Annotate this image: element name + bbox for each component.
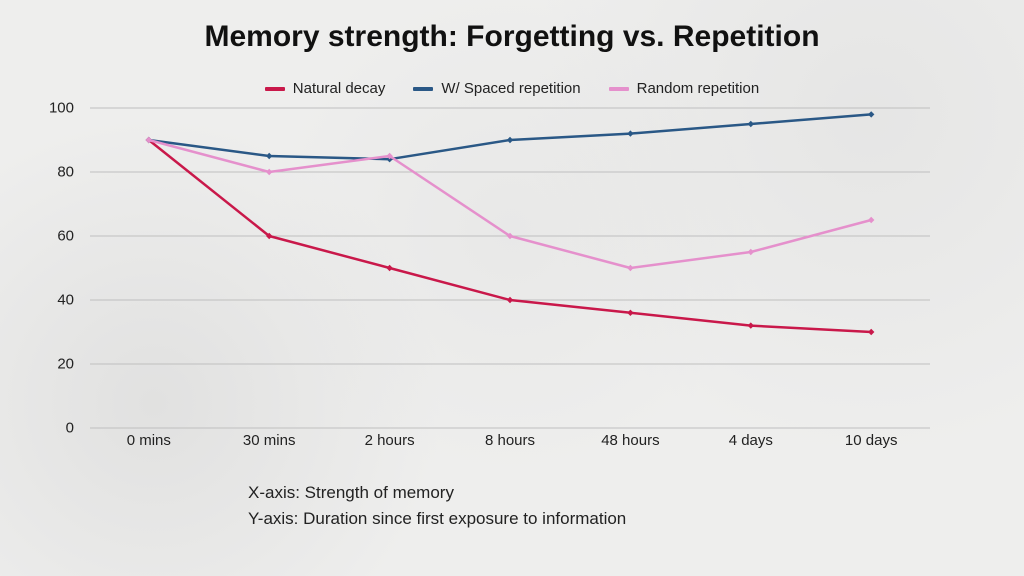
axis-note-y: Y-axis: Duration since first exposure to… xyxy=(248,506,626,532)
y-tick-label: 20 xyxy=(34,356,74,373)
x-tick-label: 30 mins xyxy=(243,432,296,449)
y-tick-label: 100 xyxy=(34,100,74,117)
axis-note-x: X-axis: Strength of memory xyxy=(248,480,626,506)
x-tick-label: 8 hours xyxy=(485,432,535,449)
x-tick-label: 0 mins xyxy=(127,432,171,449)
chart-area: 020406080100 0 mins30 mins2 hours8 hours… xyxy=(90,108,930,428)
series-line-random-repetition xyxy=(149,140,871,268)
legend-label: W/ Spaced repetition xyxy=(441,80,580,97)
series-marker-random-repetition xyxy=(627,265,633,271)
page: Memory strength: Forgetting vs. Repetiti… xyxy=(0,0,1024,576)
series-marker-random-repetition xyxy=(868,217,874,223)
legend-swatch-icon xyxy=(265,87,285,91)
x-tick-label: 48 hours xyxy=(601,432,659,449)
legend-item-natural-decay: Natural decay xyxy=(265,80,386,97)
line-chart-svg xyxy=(90,108,930,428)
y-tick-label: 60 xyxy=(34,228,74,245)
legend-swatch-icon xyxy=(609,87,629,91)
series-marker-spaced-repetition xyxy=(507,137,513,143)
series-marker-spaced-repetition xyxy=(627,130,633,136)
y-tick-label: 80 xyxy=(34,164,74,181)
series-marker-spaced-repetition xyxy=(266,153,272,159)
series-marker-natural-decay xyxy=(386,265,392,271)
x-tick-label: 2 hours xyxy=(365,432,415,449)
series-marker-natural-decay xyxy=(627,310,633,316)
series-marker-spaced-repetition xyxy=(868,111,874,117)
legend-item-random-repetition: Random repetition xyxy=(609,80,760,97)
legend-label: Random repetition xyxy=(637,80,760,97)
x-axis-ticks: 0 mins 30 mins 2 hours 8 hours 48 hours 4 day… xyxy=(90,432,930,456)
x-tick-label: 10 days xyxy=(845,432,898,449)
y-tick-label: 0 xyxy=(34,420,74,437)
x-tick-label: 4 days xyxy=(729,432,773,449)
axis-notes: X-axis: Strength of memory Y-axis: Durat… xyxy=(248,480,626,533)
series-marker-spaced-repetition xyxy=(748,121,754,127)
legend-item-spaced-repetition: W/ Spaced repetition xyxy=(413,80,580,97)
series-marker-random-repetition xyxy=(266,169,272,175)
legend: Natural decay W/ Spaced repetition Random … xyxy=(0,80,1024,97)
legend-label: Natural decay xyxy=(293,80,386,97)
y-tick-label: 40 xyxy=(34,292,74,309)
series-marker-natural-decay xyxy=(748,322,754,328)
series-marker-random-repetition xyxy=(748,249,754,255)
series-marker-natural-decay xyxy=(507,297,513,303)
legend-swatch-icon xyxy=(413,87,433,91)
series-marker-natural-decay xyxy=(868,329,874,335)
chart-title: Memory strength: Forgetting vs. Repetiti… xyxy=(0,20,1024,54)
